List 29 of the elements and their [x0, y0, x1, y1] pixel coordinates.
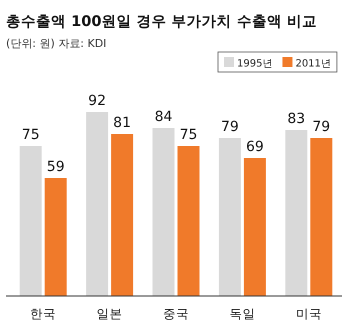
bar [244, 158, 266, 296]
bar [86, 112, 108, 296]
x-tick-label: 일본 [96, 306, 123, 321]
x-tick-label: 미국 [296, 306, 322, 321]
data-label: 79 [220, 119, 239, 135]
legend-label: 1995년 [237, 58, 272, 70]
x-tick-label: 한국 [30, 306, 56, 321]
data-label: 83 [287, 111, 306, 127]
data-label: 69 [246, 139, 264, 155]
data-label: 79 [312, 119, 330, 135]
bar [111, 134, 134, 296]
data-label: 81 [113, 115, 132, 131]
chart-subtitle: (단위: 원) 자료: KDI [6, 37, 106, 50]
bar [218, 138, 241, 296]
x-tick-label: 독일 [229, 306, 256, 321]
bar [20, 146, 42, 296]
bar [310, 138, 332, 296]
chart-title: 총수출액 100원일 경우 부가가치 수출액 비교 [6, 13, 317, 30]
legend-label: 2011년 [295, 58, 331, 70]
data-label: 75 [22, 127, 40, 143]
data-label: 59 [46, 159, 65, 175]
bar [152, 128, 174, 296]
bar [178, 146, 200, 296]
x-tick-label: 중국 [163, 306, 189, 321]
data-label: 92 [88, 93, 106, 109]
bar [285, 130, 308, 296]
data-label: 75 [180, 127, 198, 143]
data-label: 84 [154, 109, 172, 125]
bar [44, 178, 67, 296]
